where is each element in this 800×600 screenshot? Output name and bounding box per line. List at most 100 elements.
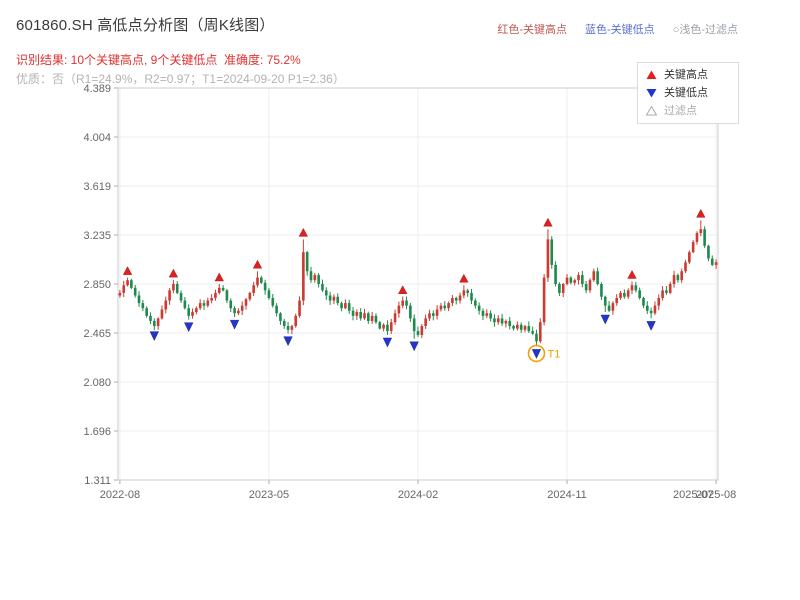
candle-body [214, 292, 217, 299]
candle-body [649, 310, 653, 314]
candle-body [481, 310, 485, 316]
page-title: 601860.SH 高低点分析图（周K线图） [16, 17, 275, 34]
candle-body [523, 326, 527, 330]
candle-body [237, 310, 240, 314]
candle-body [672, 275, 676, 284]
candle-body [565, 277, 569, 284]
candle-body [405, 300, 408, 306]
key-low-marker [646, 321, 656, 331]
candle-body [313, 275, 317, 281]
candle-body [592, 271, 596, 281]
y-axis-tick-label: 2.080 [83, 377, 111, 389]
candle-body [611, 303, 615, 311]
axis-labels: 4.389 4.004 3.619 3.235 2.850 2.465 2.080 1.696… [83, 83, 736, 501]
candle-body [217, 287, 221, 293]
candle-body [416, 331, 420, 335]
candle-body [623, 292, 626, 297]
candle-body [596, 271, 599, 284]
candle-body [263, 282, 267, 291]
candle-body [168, 290, 171, 301]
candle-body [516, 324, 519, 329]
candle-body [302, 252, 305, 301]
filtered-triangle-icon [646, 106, 657, 116]
candle-body [412, 318, 416, 332]
candle-body [573, 280, 576, 283]
candle-body [363, 313, 366, 319]
candle-body [493, 318, 496, 323]
candle-body [454, 298, 458, 301]
candle-body [707, 245, 710, 259]
candle-body [558, 284, 561, 293]
chart-legend-box: 关键高点 关键低点 过滤点 [637, 62, 739, 124]
candle-body [290, 326, 294, 330]
candle-body [275, 305, 278, 314]
candle-body [439, 305, 443, 310]
candle-body [657, 298, 661, 306]
candle-body [175, 284, 179, 293]
candle-body [351, 310, 355, 316]
candle-body [172, 284, 175, 291]
candle-body [267, 290, 271, 299]
key-low-marker [229, 319, 240, 330]
key-low-marker [600, 314, 610, 325]
candle-body [244, 299, 248, 306]
candle-body [584, 284, 588, 291]
top-legend-key-high: 红色-关键高点 [497, 24, 568, 36]
t1-annotation-circle [527, 344, 546, 363]
candle-body [504, 320, 508, 324]
key-low-marker [382, 337, 393, 348]
candle-body [569, 277, 573, 283]
candle-body [198, 303, 202, 309]
candle-body [626, 290, 630, 297]
candle-body [374, 315, 378, 323]
candle-body [229, 300, 233, 309]
candle-body [202, 303, 206, 306]
key-low-triangle-icon [646, 89, 657, 98]
candle-body [389, 322, 393, 332]
candle-body [714, 262, 718, 265]
candle-body [474, 300, 477, 306]
y-axis-tick-label: 3.619 [83, 181, 111, 193]
candle-body [317, 275, 320, 284]
candle-body [156, 318, 160, 327]
candle-body [126, 280, 129, 286]
top-legend-key-low: 蓝色-关键低点 [585, 24, 655, 36]
candle-body [347, 303, 351, 311]
candle-body [443, 305, 447, 309]
candle-body [420, 326, 424, 335]
candle-body [393, 313, 397, 323]
candle-body [279, 313, 282, 321]
y-axis-tick-label: 2.850 [83, 279, 111, 291]
candle-body [233, 308, 236, 314]
top-legend: 红色-关键高点 蓝色-关键低点 ○浅色-过滤点 [497, 21, 738, 37]
candle-body [221, 287, 225, 291]
candle-body [160, 309, 164, 319]
key-high-marker [459, 273, 469, 283]
key-high-marker [168, 268, 179, 278]
candle-body [588, 280, 592, 291]
candles [118, 220, 718, 347]
candle-body [355, 312, 359, 316]
candle-body [550, 239, 554, 265]
candle-body [179, 292, 183, 301]
x-axis-tick-label: 2025-08 [696, 489, 736, 501]
candle-body [195, 308, 198, 313]
candle-body [684, 262, 687, 272]
candle-body [428, 313, 431, 319]
candle-body [607, 305, 611, 311]
candle-body [340, 303, 343, 309]
candle-body [370, 315, 374, 321]
candle-body [619, 292, 622, 299]
candle-body [332, 296, 336, 301]
candle-body [435, 309, 439, 316]
candle-body [145, 308, 148, 316]
candle-body [336, 296, 340, 304]
candle-body [542, 277, 546, 323]
candle-body [680, 271, 684, 281]
candle-body [401, 300, 405, 306]
candle-body [206, 300, 210, 306]
candle-body [581, 275, 584, 284]
candle-body [508, 320, 512, 327]
key-point-markers [122, 208, 706, 359]
